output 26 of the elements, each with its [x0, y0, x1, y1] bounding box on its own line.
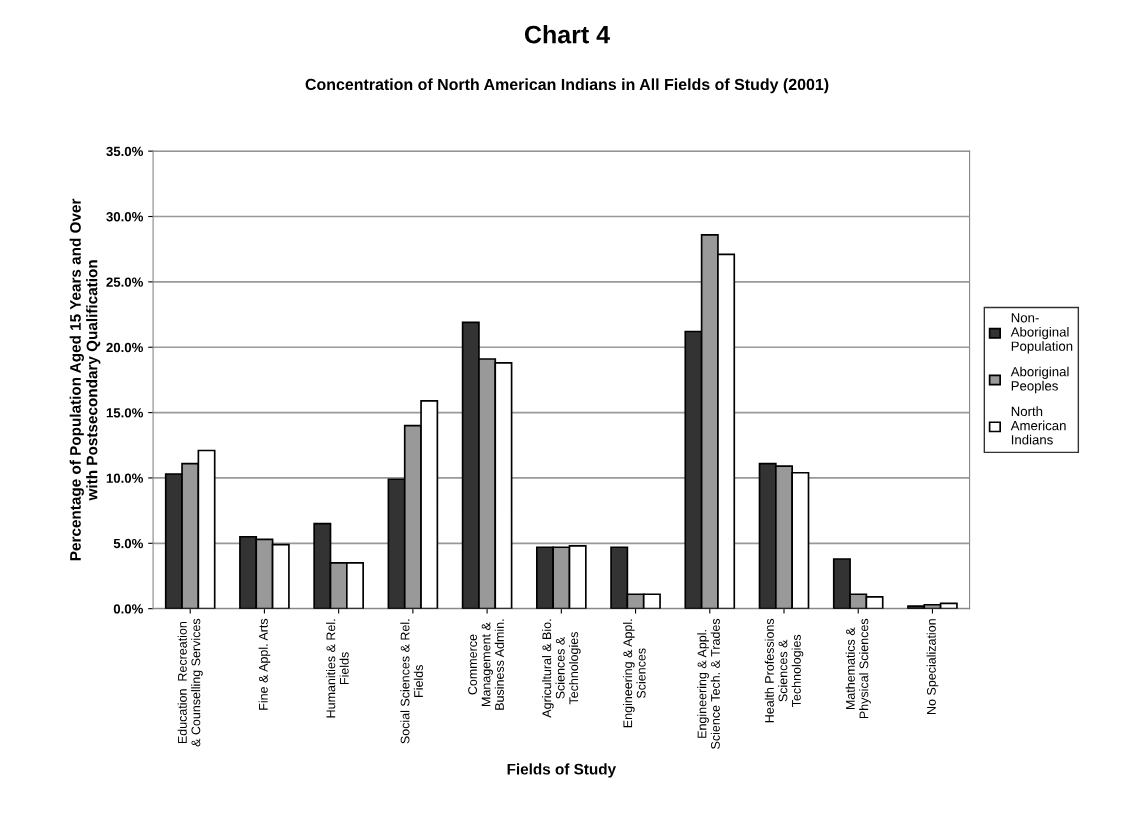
x-tick-label: Engineering & Appl. Sciences	[623, 619, 646, 728]
x-tick-label: Mathematics & Physical Sciences	[845, 618, 871, 719]
x-tick-label: Agricultural & Bio. Sciences & Technologies	[542, 619, 581, 718]
x-tick-label: Fine & Appl. Arts	[258, 618, 271, 710]
x-tick-label: Humanities & Rel. Fields	[326, 619, 349, 718]
legend-label: Non- Aboriginal Population	[1010, 313, 1073, 354]
y-tick-label: 0.0%	[113, 604, 144, 614]
chart-subtitle: Concentration of North American Indians in All Fields of Study (2001)	[305, 78, 829, 94]
legend-label: North American Indians	[1010, 406, 1066, 445]
x-tick-label: Social Sciences & Rel. Fields	[400, 619, 423, 744]
y-tick-label: 10.0%	[106, 473, 144, 483]
y-tick-label: 25.0%	[106, 277, 144, 287]
legend-label: Aboriginal Peoples	[1010, 366, 1069, 394]
x-tick-label: Education Recreation & Counselling Services	[177, 618, 203, 747]
x-tick-label: Commerce Management & Business Admin.	[468, 619, 504, 710]
y-tick-label: 20.0%	[106, 342, 144, 353]
x-tick-label: Engineering & Appl. Science Tech. & Trades	[697, 618, 720, 749]
y-tick-label: 15.0%	[106, 408, 144, 418]
y-tick-label: 35.0%	[106, 146, 144, 157]
x-tick-label: No Specialization	[926, 619, 939, 714]
y-tick-label: 30.0%	[106, 212, 144, 222]
x-tick-label: Health Professions Sciences & Technologies	[764, 618, 804, 723]
x-axis-title: Fields of Study	[507, 763, 616, 778]
y-axis-title: Percentage of Population Aged 15 Years and Over with Postsecondary Qualification	[69, 198, 101, 561]
y-tick-label: 5.0%	[113, 538, 144, 549]
chart-title: Chart 4	[524, 25, 610, 44]
